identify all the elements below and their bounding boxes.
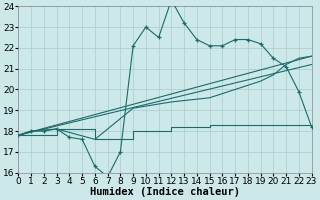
X-axis label: Humidex (Indice chaleur): Humidex (Indice chaleur) — [90, 187, 240, 197]
